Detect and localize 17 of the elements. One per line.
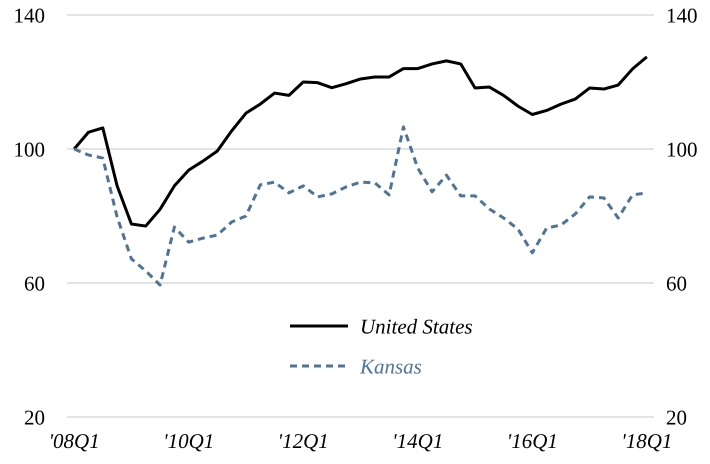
y2-tick-label: 140 <box>666 3 698 28</box>
y-tick-label: 60 <box>24 271 45 296</box>
line-series <box>72 55 648 228</box>
y-tick-label: 140 <box>14 3 45 28</box>
x-tick-label: '08Q1 <box>48 429 100 453</box>
x-tick-label: '18Q1 <box>621 429 672 453</box>
y2-tick-label: 20 <box>666 405 687 430</box>
x-tick-label: '14Q1 <box>392 429 444 453</box>
y2-tick-label: 60 <box>666 271 687 296</box>
x-tick-label: '16Q1 <box>506 429 558 453</box>
y-tick-label: 100 <box>14 137 45 162</box>
y-tick-label: 20 <box>24 405 45 430</box>
legend-label: United States <box>360 314 473 338</box>
x-tick-label: '10Q1 <box>163 429 214 453</box>
legend-label: Kansas <box>359 354 422 378</box>
x-tick-label: '12Q1 <box>278 429 329 453</box>
y2-tick-label: 100 <box>666 137 698 162</box>
